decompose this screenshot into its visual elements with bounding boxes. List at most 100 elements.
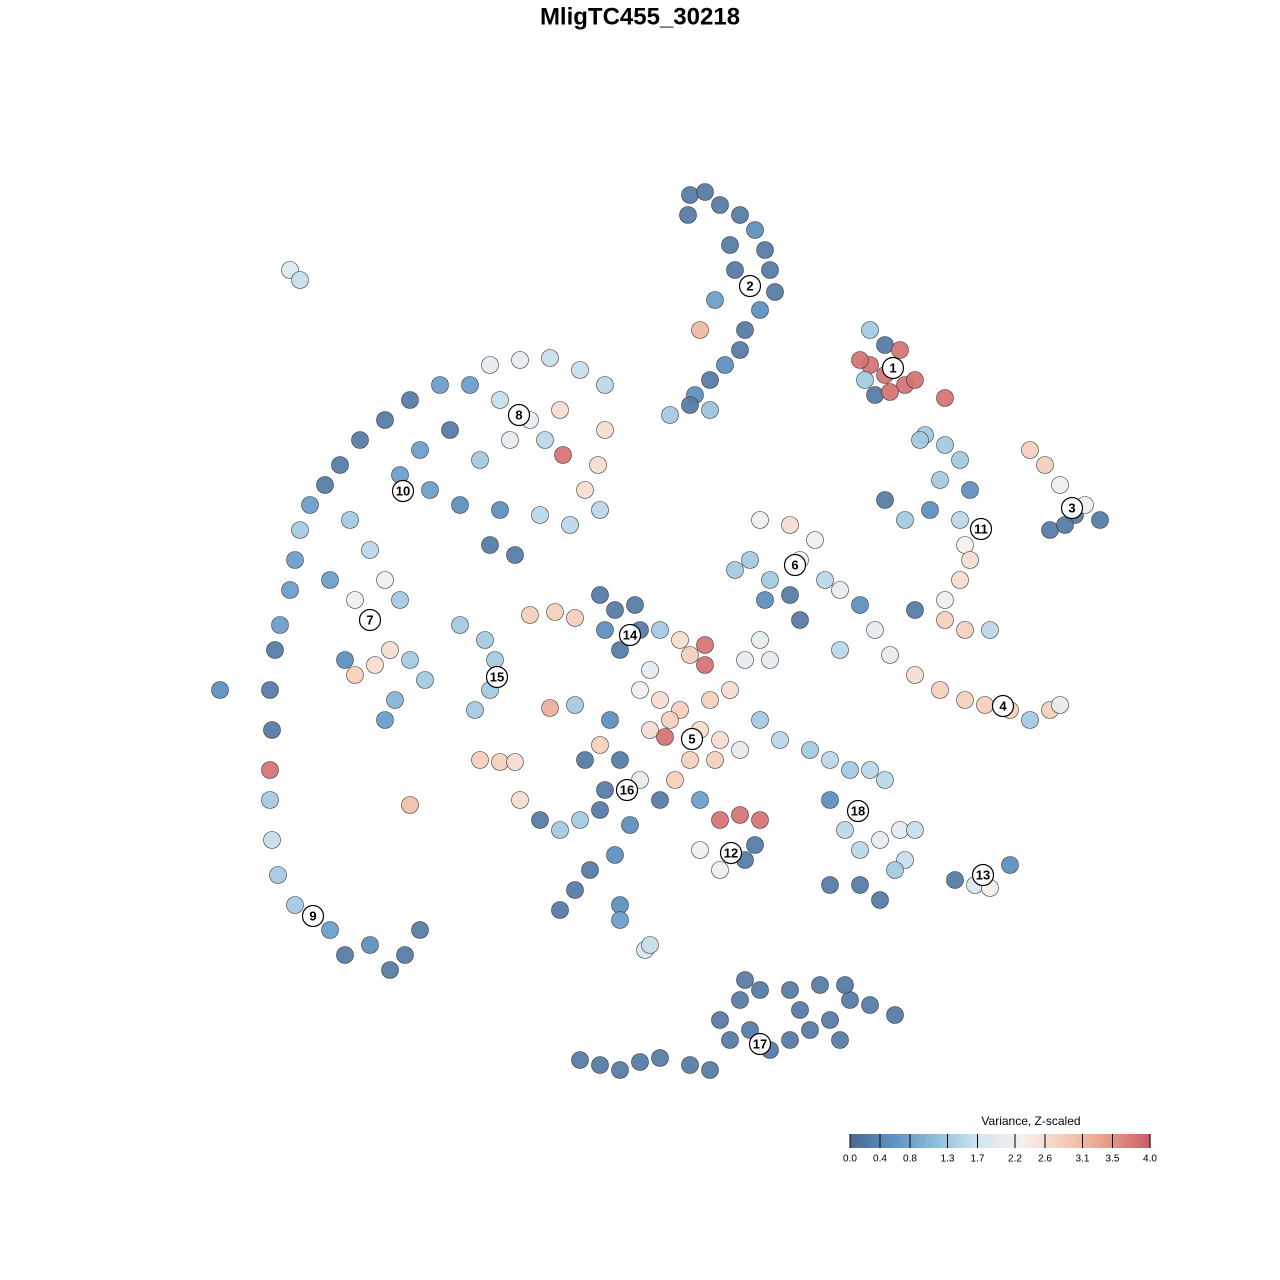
cluster-marker	[846, 799, 870, 823]
point	[681, 1056, 699, 1074]
colorbar-segment	[1048, 1134, 1051, 1148]
colorbar-segment	[998, 1134, 1001, 1148]
point	[401, 651, 419, 669]
point	[651, 1049, 669, 1067]
point	[491, 501, 509, 519]
point	[551, 821, 569, 839]
point	[591, 801, 609, 819]
point	[731, 991, 749, 1009]
point	[801, 1021, 819, 1039]
colorbar-segment	[952, 1134, 955, 1148]
point	[596, 621, 614, 639]
cluster-label: 18	[851, 803, 865, 818]
colorbar-segment	[1030, 1134, 1033, 1148]
point	[841, 761, 859, 779]
colorbar-segment	[1018, 1134, 1021, 1148]
point	[906, 371, 924, 389]
point	[746, 836, 764, 854]
point	[611, 751, 629, 769]
point	[956, 536, 974, 554]
colorbar-segment	[1092, 1134, 1095, 1148]
colorbar-segment	[1102, 1134, 1105, 1148]
cluster-marker	[358, 608, 382, 632]
colorbar-segment	[1056, 1134, 1059, 1148]
point	[961, 551, 979, 569]
point	[701, 371, 719, 389]
colorbar-segment	[972, 1134, 975, 1148]
point	[551, 401, 569, 419]
colorbar-segment	[1010, 1134, 1013, 1148]
point	[761, 571, 779, 589]
colorbar-segment	[1054, 1134, 1057, 1148]
colorbar-segment	[982, 1134, 985, 1148]
colorbar-segment	[1094, 1134, 1097, 1148]
colorbar-segment	[1006, 1134, 1009, 1148]
point	[506, 546, 524, 564]
point	[751, 631, 769, 649]
point	[591, 586, 609, 604]
colorbar-segment	[1082, 1134, 1085, 1148]
colorbar-segment	[1132, 1134, 1135, 1148]
colorbar-segment	[992, 1134, 995, 1148]
point	[1051, 696, 1069, 714]
colorbar-segment	[990, 1134, 993, 1148]
point	[661, 711, 679, 729]
point	[701, 1061, 719, 1079]
colorbar-segment	[1138, 1134, 1141, 1148]
colorbar-segment	[970, 1134, 973, 1148]
cluster-label: 3	[1068, 500, 1075, 515]
point	[781, 981, 799, 999]
colorbar-segment	[962, 1134, 965, 1148]
colorbar-segment	[868, 1134, 871, 1148]
colorbar-tick-label: 3.5	[1106, 1154, 1120, 1165]
point	[551, 901, 569, 919]
point	[521, 606, 539, 624]
point	[711, 731, 729, 749]
colorbar-segment	[866, 1134, 869, 1148]
colorbar-segment	[942, 1134, 945, 1148]
colorbar-segment	[934, 1134, 937, 1148]
cluster-marker	[615, 778, 639, 802]
point	[946, 871, 964, 889]
point	[466, 701, 484, 719]
point	[321, 921, 339, 939]
point	[611, 911, 629, 929]
colorbar-tick-label: 2.2	[1008, 1154, 1022, 1165]
point	[871, 891, 889, 909]
point	[506, 753, 524, 771]
point	[416, 671, 434, 689]
point	[361, 936, 379, 954]
point	[571, 1051, 589, 1069]
cluster-label: 10	[396, 483, 410, 498]
point	[431, 376, 449, 394]
colorbar-tick-label: 0.4	[873, 1154, 887, 1165]
point	[606, 846, 624, 864]
colorbar-segment	[1110, 1134, 1113, 1148]
point	[751, 981, 769, 999]
colorbar-segment	[1120, 1134, 1123, 1148]
colorbar-segment	[1058, 1134, 1061, 1148]
cluster-marker	[1060, 496, 1084, 520]
colorbar-segment	[950, 1134, 953, 1148]
point	[716, 356, 734, 374]
point	[596, 376, 614, 394]
cluster-label: 5	[688, 731, 695, 746]
point	[581, 861, 599, 879]
point	[571, 811, 589, 829]
cluster-marker	[991, 694, 1015, 718]
point	[341, 511, 359, 529]
colorbar-segment	[914, 1134, 917, 1148]
point	[321, 571, 339, 589]
point	[641, 661, 659, 679]
colorbar-segment	[964, 1134, 967, 1148]
point	[831, 581, 849, 599]
point	[951, 511, 969, 529]
point	[461, 376, 479, 394]
point	[861, 321, 879, 339]
point	[956, 621, 974, 639]
colorbar-segment	[1060, 1134, 1063, 1148]
colorbar-segment	[1020, 1134, 1023, 1148]
colorbar-segment	[1046, 1134, 1049, 1148]
point	[571, 361, 589, 379]
colorbar-segment	[918, 1134, 921, 1148]
